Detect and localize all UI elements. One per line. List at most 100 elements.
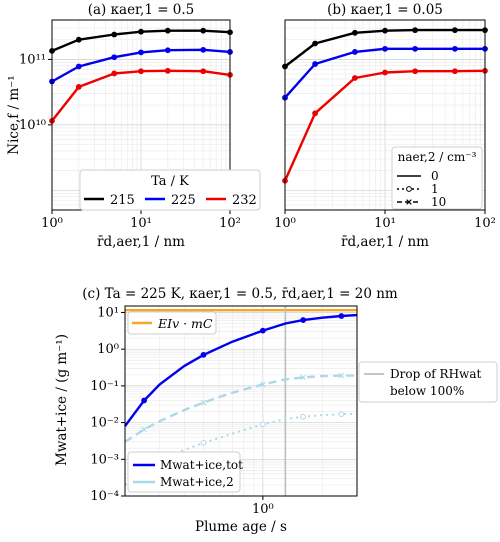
x-tick-label: 10² — [474, 216, 496, 231]
legend-label: 225 — [171, 193, 196, 208]
data-point — [111, 54, 118, 61]
y-tick-label: 10⁻⁴ — [90, 489, 119, 504]
y-tick-label: 10⁻² — [90, 416, 119, 431]
data-point — [406, 199, 412, 205]
x-axis-label-0: r̄d,aer,1 / nm — [97, 234, 185, 250]
data-point — [200, 399, 207, 406]
data-point — [259, 327, 266, 334]
data-point — [300, 413, 307, 420]
series-line — [124, 313, 358, 427]
panel-title-0: (a) κaer,1 = 0.5 — [88, 2, 195, 18]
legend-temperature: Ta / K 215 225 232 — [79, 169, 261, 211]
x-axis-label-1: r̄d,aer,1 / nm — [341, 234, 429, 250]
x-tick-label: 10⁰ — [252, 502, 274, 517]
legend-label: 1 — [431, 182, 439, 196]
data-point — [164, 67, 171, 74]
legend-box — [391, 146, 483, 210]
data-point — [200, 27, 207, 34]
legend-label: Drop of RHwat — [390, 367, 481, 381]
series-232 — [49, 67, 233, 124]
legend-title: naer,2 / cm⁻³ — [398, 150, 477, 164]
data-point — [200, 68, 207, 75]
axes-1: 10⁰ 10¹ 10² — [274, 19, 496, 231]
data-point — [312, 61, 319, 67]
data-point — [164, 27, 171, 34]
legend-rh: Drop of RHwat below 100% — [358, 361, 498, 403]
legend-box — [127, 311, 217, 335]
series-Mwat+ice,tot, 0 — [124, 313, 358, 427]
y-tick-label: 10¹ — [97, 305, 119, 320]
legend-box — [127, 451, 241, 493]
legend-label: Mwat+ice,tot — [160, 458, 243, 472]
legend-ei: EIv · mC — [127, 311, 217, 335]
series-line — [124, 374, 357, 443]
data-point — [259, 421, 266, 428]
y-tick-label: 10⁰ — [97, 342, 119, 357]
data-point — [75, 36, 82, 43]
y-tick-label: 10¹⁰ — [19, 118, 46, 133]
data-point — [412, 27, 419, 34]
data-point — [75, 84, 82, 90]
axes-0: 10⁰ 10¹ 10² 10¹⁰ 10¹¹ — [19, 19, 241, 231]
legend-label: Mwat+ice,2 — [160, 475, 234, 489]
data-point — [200, 351, 207, 358]
data-point — [141, 426, 147, 433]
data-point — [75, 63, 82, 70]
data-point — [406, 186, 412, 192]
legend-label: 215 — [110, 193, 135, 208]
data-point — [200, 439, 207, 446]
y-tick-label: 10⁻³ — [90, 452, 119, 467]
series-215 — [282, 27, 488, 70]
data-point — [351, 29, 358, 36]
y-axis-label-2: Mwat+ice / (g m⁻¹) — [54, 334, 70, 466]
panel-title-2: (c) Ta = 225 K, κaer,1 = 0.5, r̄d,aer,1 … — [82, 286, 398, 302]
data-point — [312, 40, 319, 47]
data-point — [451, 27, 458, 34]
legend-label: 0 — [431, 169, 439, 183]
data-point — [200, 46, 207, 53]
data-point — [300, 374, 306, 381]
legend-label: 10 — [431, 195, 446, 209]
data-point — [111, 70, 118, 77]
data-point — [312, 110, 319, 117]
data-point — [138, 68, 144, 75]
data-point — [300, 317, 307, 323]
data-point — [338, 411, 345, 418]
x-tick-label: 10² — [219, 216, 241, 231]
axes-2: 10⁰ 10⁻⁴ 10⁻³ 10⁻² 10⁻¹ 10⁰ 10¹ — [90, 305, 358, 517]
data-point — [338, 313, 345, 319]
x-axis-label-2: Plume age / s — [195, 519, 287, 535]
data-point — [141, 397, 148, 404]
legend-label: 232 — [232, 193, 257, 208]
series-215 — [49, 27, 233, 54]
data-point — [382, 69, 388, 76]
data-point — [412, 45, 419, 52]
y-axis-label-0: Nice,f / m⁻¹ — [6, 75, 22, 154]
data-point — [382, 27, 388, 34]
x-tick-label: 10⁰ — [274, 216, 296, 231]
data-point — [412, 68, 419, 75]
legend-box — [358, 361, 498, 403]
data-point — [451, 45, 458, 52]
data-point — [111, 31, 118, 38]
legend-mass: Mwat+ice,tot Mwat+ice,2 — [127, 451, 243, 493]
data-point — [382, 45, 388, 52]
series-Mwat+ice,2, 10 — [124, 372, 357, 443]
data-point — [138, 28, 144, 35]
legend-title: Ta / K — [151, 174, 189, 189]
data-point — [338, 372, 345, 379]
data-point — [451, 68, 458, 75]
data-point — [351, 75, 358, 81]
plot-frame-2 — [124, 305, 358, 497]
data-point — [260, 381, 266, 388]
x-tick-label: 10¹ — [374, 216, 396, 231]
legend-label: below 100% — [390, 384, 464, 398]
x-tick-label: 10⁰ — [41, 216, 63, 231]
series-225 — [49, 46, 233, 85]
x-tick-label: 10¹ — [130, 216, 152, 231]
y-tick-label: 10¹¹ — [19, 52, 46, 67]
data-point — [351, 49, 358, 55]
legend-label: EIv · mC — [157, 316, 213, 331]
